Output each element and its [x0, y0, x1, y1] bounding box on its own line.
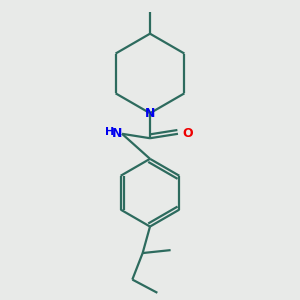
Text: O: O	[182, 127, 193, 140]
Text: N: N	[145, 107, 155, 120]
Text: H: H	[105, 127, 114, 137]
Text: N: N	[112, 127, 122, 140]
